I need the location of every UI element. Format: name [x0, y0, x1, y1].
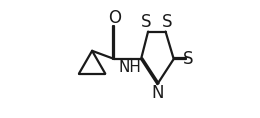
Text: NH: NH [119, 60, 142, 75]
Text: O: O [108, 9, 121, 27]
Text: S: S [183, 50, 193, 68]
Text: N: N [151, 84, 164, 102]
Text: S: S [141, 13, 152, 31]
Text: S: S [162, 13, 173, 31]
